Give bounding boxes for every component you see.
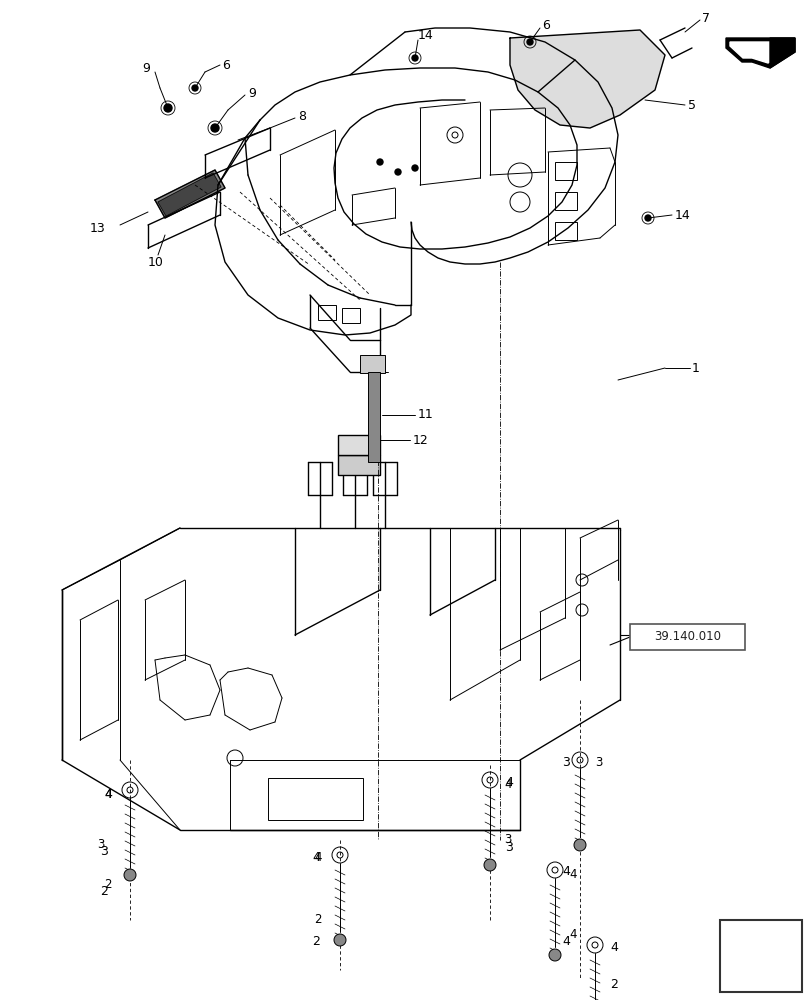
- Text: 3: 3: [504, 841, 513, 854]
- Text: 4: 4: [311, 851, 320, 864]
- Text: 2: 2: [105, 878, 112, 892]
- Text: 10: 10: [148, 255, 164, 268]
- Text: 5: 5: [687, 99, 695, 112]
- Text: 3: 3: [594, 756, 602, 768]
- Bar: [554, 222, 577, 240]
- Text: 6: 6: [221, 59, 230, 72]
- Text: 4: 4: [609, 941, 617, 954]
- Circle shape: [548, 949, 560, 961]
- Bar: [554, 162, 577, 180]
- Polygon shape: [155, 170, 225, 218]
- Text: 7: 7: [702, 12, 709, 25]
- Text: 3: 3: [97, 838, 105, 851]
- FancyBboxPatch shape: [629, 624, 744, 650]
- Circle shape: [411, 165, 418, 171]
- Bar: [318, 305, 336, 320]
- Bar: [554, 192, 577, 210]
- Text: 8: 8: [298, 110, 306, 123]
- Circle shape: [644, 215, 650, 221]
- Bar: [268, 778, 363, 820]
- Circle shape: [394, 169, 401, 175]
- Text: 2: 2: [314, 913, 322, 926]
- Circle shape: [333, 934, 345, 946]
- Bar: [337, 455, 380, 475]
- Text: 2: 2: [609, 978, 617, 991]
- Text: 1: 1: [691, 361, 699, 374]
- Text: 2: 2: [311, 935, 320, 948]
- Text: 4: 4: [504, 778, 511, 791]
- Text: 3: 3: [100, 845, 108, 858]
- Circle shape: [526, 39, 532, 45]
- Text: 12: 12: [413, 434, 428, 446]
- Polygon shape: [729, 42, 789, 63]
- Circle shape: [124, 869, 135, 881]
- Text: 3: 3: [504, 833, 511, 846]
- Bar: [719, 920, 801, 992]
- Text: 2: 2: [100, 886, 108, 898]
- Text: 4: 4: [561, 935, 569, 948]
- Text: 9: 9: [142, 62, 150, 75]
- Text: 39.140.010: 39.140.010: [654, 630, 721, 644]
- Text: 11: 11: [418, 408, 433, 422]
- Circle shape: [376, 159, 383, 165]
- Text: 14: 14: [418, 29, 433, 42]
- Bar: [359, 355, 384, 373]
- Text: 4: 4: [569, 928, 576, 941]
- Text: 4: 4: [105, 788, 112, 801]
- Text: 3: 3: [561, 756, 569, 768]
- Circle shape: [573, 839, 586, 851]
- Polygon shape: [509, 30, 664, 128]
- Circle shape: [211, 124, 219, 132]
- Circle shape: [411, 55, 418, 61]
- Text: 14: 14: [674, 209, 690, 222]
- Circle shape: [191, 85, 198, 91]
- Bar: [367, 372, 380, 462]
- Text: 4: 4: [504, 776, 513, 788]
- Text: 9: 9: [247, 87, 255, 100]
- Polygon shape: [158, 173, 221, 216]
- Bar: [337, 435, 380, 455]
- Circle shape: [483, 859, 496, 871]
- Bar: [341, 308, 359, 323]
- Text: 13: 13: [89, 222, 105, 235]
- Text: 4: 4: [569, 868, 576, 882]
- Polygon shape: [725, 38, 794, 68]
- Polygon shape: [769, 38, 794, 68]
- Text: 4: 4: [104, 788, 112, 801]
- Text: 4: 4: [314, 851, 322, 864]
- Text: 4: 4: [561, 865, 569, 878]
- Circle shape: [164, 104, 172, 112]
- Text: 6: 6: [541, 19, 549, 32]
